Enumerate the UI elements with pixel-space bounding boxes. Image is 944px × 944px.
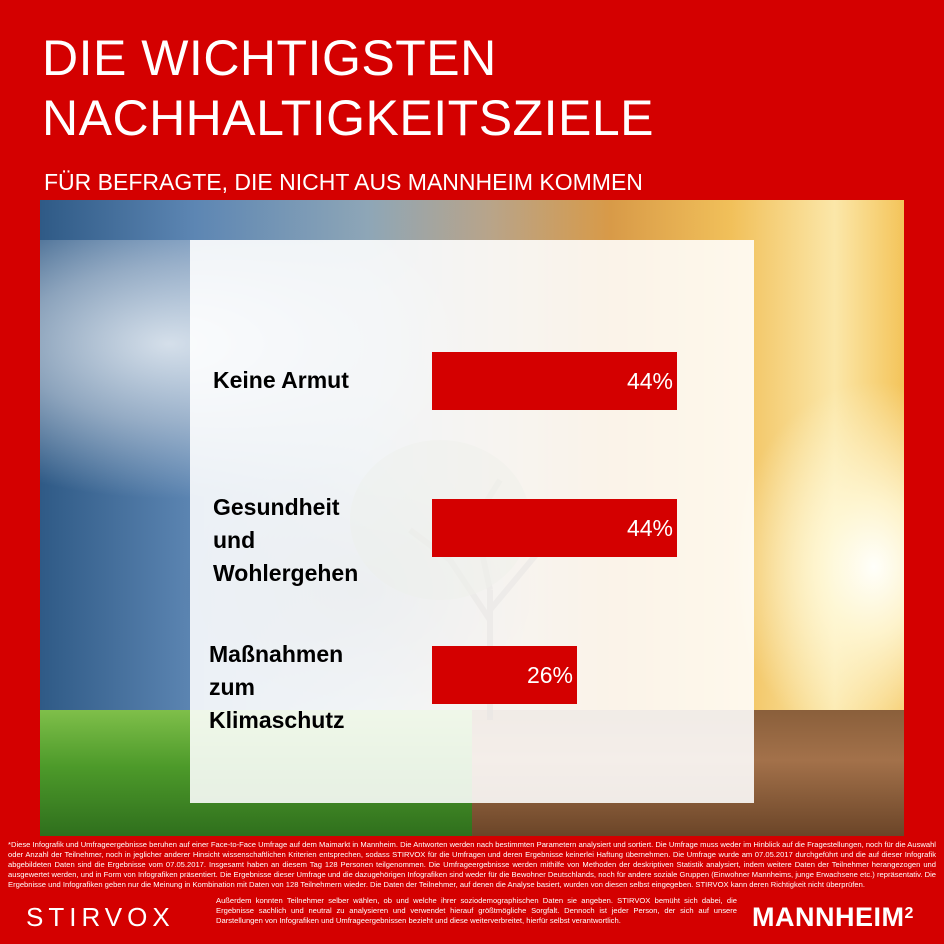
bar: 44%	[432, 352, 677, 410]
disclaimer-text-end: Außerdem konnten Teilnehmer selber wähle…	[216, 896, 737, 925]
bar-value-label: 26%	[526, 662, 573, 688]
page-title: DIE WICHTIGSTEN NACHHALTIGKEITSZIELE	[42, 28, 654, 148]
disclaimer-text: *Diese Infografik und Umfrageergebnisse …	[8, 840, 936, 889]
category-label: Keine Armut	[213, 367, 349, 393]
category-label: Maßnahmen zum Klimaschutz	[209, 641, 345, 733]
subtitle: FÜR BEFRAGTE, DIE NICHT AUS MANNHEIM KOM…	[44, 169, 643, 195]
bar-value-label: 44%	[626, 368, 673, 394]
mannheim-logo: MANNHEIM2	[752, 902, 914, 933]
sun-image	[730, 380, 904, 720]
mannheim-logo-sup: 2	[904, 905, 914, 922]
stirvox-logo: STIRVOX	[26, 902, 175, 932]
mannheim-logo-text: MANNHEIM	[752, 902, 905, 932]
bar-value-label: 44%	[626, 515, 673, 541]
bar: 44%	[432, 499, 677, 557]
category-label: Gesundheit und Wohlergehen	[213, 494, 359, 586]
title-line-2: NACHHALTIGKEITSZIELE	[42, 90, 654, 146]
bar: 26%	[432, 646, 577, 704]
title-line-1: DIE WICHTIGSTEN	[42, 30, 497, 86]
